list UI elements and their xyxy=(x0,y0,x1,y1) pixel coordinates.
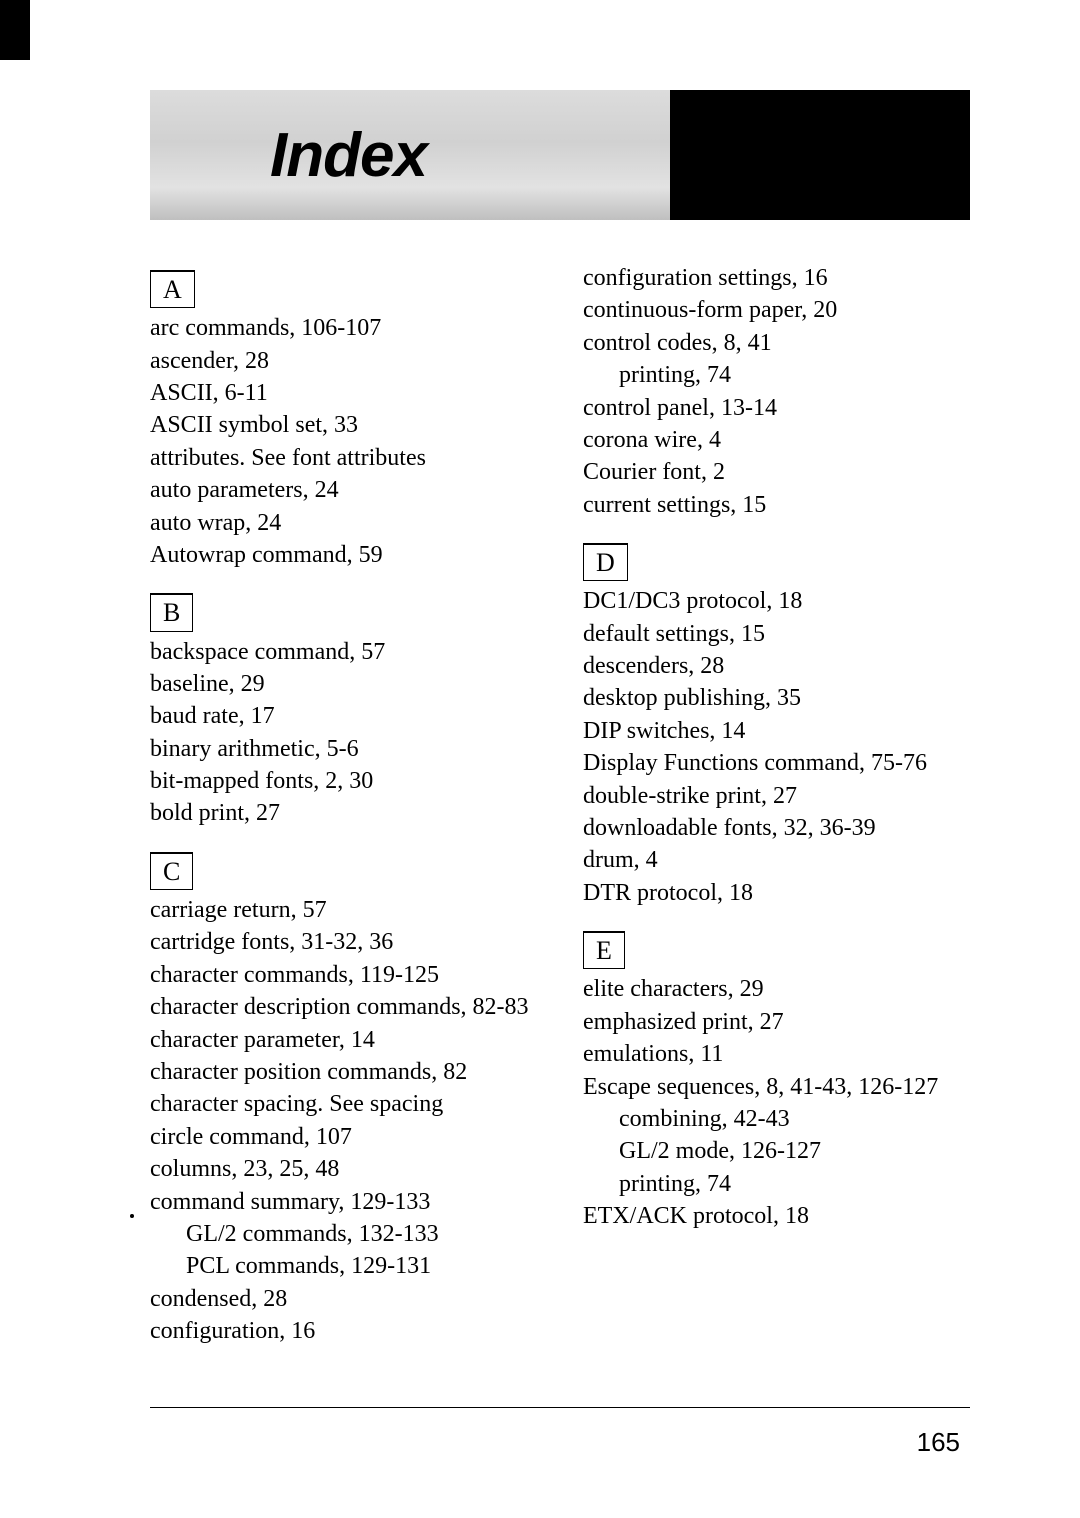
index-entry: character parameter, 14 xyxy=(150,1024,537,1056)
index-page: Index A arc commands, 106-107 ascender, … xyxy=(0,0,1080,1356)
entries-e: elite characters, 29 emphasized print, 2… xyxy=(583,973,970,1232)
title-banner-right xyxy=(670,90,970,220)
letter-heading-e: E xyxy=(583,931,625,969)
index-entry: emphasized print, 27 xyxy=(583,1006,970,1038)
page-number: 165 xyxy=(917,1427,960,1458)
index-entry: character position commands, 82 xyxy=(150,1056,537,1088)
entries-a: arc commands, 106-107 ascender, 28 ASCII… xyxy=(150,312,537,571)
index-entry: Autowrap command, 59 xyxy=(150,539,537,571)
index-entry: Escape sequences, 8, 41-43, 126-127 xyxy=(583,1071,970,1103)
footer-rule xyxy=(150,1407,970,1408)
index-entry: control codes, 8, 41 xyxy=(583,327,970,359)
index-entry: printing, 74 xyxy=(583,1168,970,1200)
index-entry: corona wire, 4 xyxy=(583,424,970,456)
index-entry: drum, 4 xyxy=(583,844,970,876)
title-banner: Index xyxy=(150,90,970,220)
index-entry: backspace command, 57 xyxy=(150,636,537,668)
index-entry: GL/2 mode, 126-127 xyxy=(583,1135,970,1167)
index-entry: baud rate, 17 xyxy=(150,700,537,732)
letter-heading-d: D xyxy=(583,543,628,581)
index-entry: character spacing. See spacing xyxy=(150,1088,537,1120)
index-entry: cartridge fonts, 31-32, 36 xyxy=(150,926,537,958)
scan-artifact-block xyxy=(0,0,30,60)
index-entry: DC1/DC3 protocol, 18 xyxy=(583,585,970,617)
index-entry: desktop publishing, 35 xyxy=(583,682,970,714)
index-entry: character description commands, 82-83 xyxy=(150,991,537,1023)
index-entry: combining, 42-43 xyxy=(583,1103,970,1135)
index-entry: Display Functions command, 75-76 xyxy=(583,747,970,779)
entries-d: DC1/DC3 protocol, 18 default settings, 1… xyxy=(583,585,970,909)
index-entry: attributes. See font attributes xyxy=(150,442,537,474)
index-entry: current settings, 15 xyxy=(583,489,970,521)
index-entry: binary arithmetic, 5-6 xyxy=(150,733,537,765)
index-entry: configuration, 16 xyxy=(150,1315,537,1347)
index-columns: A arc commands, 106-107 ascender, 28 ASC… xyxy=(150,256,970,1356)
entries-c-cont: configuration settings, 16 continuous-fo… xyxy=(583,262,970,521)
index-entry: descenders, 28 xyxy=(583,650,970,682)
index-entry: ASCII symbol set, 33 xyxy=(150,409,537,441)
index-entry: arc commands, 106-107 xyxy=(150,312,537,344)
page-title: Index xyxy=(270,120,427,191)
index-entry: bold print, 27 xyxy=(150,797,537,829)
index-entry: carriage return, 57 xyxy=(150,894,537,926)
index-entry: circle command, 107 xyxy=(150,1121,537,1153)
entries-b: backspace command, 57 baseline, 29 baud … xyxy=(150,636,537,830)
index-entry: DTR protocol, 18 xyxy=(583,877,970,909)
index-entry: auto parameters, 24 xyxy=(150,474,537,506)
index-entry: ASCII, 6-11 xyxy=(150,377,537,409)
index-entry: ETX/ACK protocol, 18 xyxy=(583,1200,970,1232)
left-column: A arc commands, 106-107 ascender, 28 ASC… xyxy=(150,256,537,1356)
index-entry: elite characters, 29 xyxy=(583,973,970,1005)
index-entry: columns, 23, 25, 48 xyxy=(150,1153,537,1185)
index-entry: command summary, 129-133 xyxy=(150,1186,537,1218)
index-entry: GL/2 commands, 132-133 xyxy=(150,1218,537,1250)
title-banner-left: Index xyxy=(150,90,670,220)
index-entry: PCL commands, 129-131 xyxy=(150,1250,537,1282)
index-entry: auto wrap, 24 xyxy=(150,507,537,539)
index-entry: printing, 74 xyxy=(583,359,970,391)
index-entry: downloadable fonts, 32, 36-39 xyxy=(583,812,970,844)
index-entry: continuous-form paper, 20 xyxy=(583,294,970,326)
right-column: configuration settings, 16 continuous-fo… xyxy=(583,256,970,1356)
stray-dot xyxy=(130,1214,134,1218)
letter-heading-a: A xyxy=(150,270,195,308)
index-entry: default settings, 15 xyxy=(583,618,970,650)
index-entry: DIP switches, 14 xyxy=(583,715,970,747)
index-entry: Courier font, 2 xyxy=(583,456,970,488)
index-entry: ascender, 28 xyxy=(150,345,537,377)
index-entry: character commands, 119-125 xyxy=(150,959,537,991)
index-entry: baseline, 29 xyxy=(150,668,537,700)
index-entry: control panel, 13-14 xyxy=(583,392,970,424)
index-entry: emulations, 11 xyxy=(583,1038,970,1070)
index-entry: bit-mapped fonts, 2, 30 xyxy=(150,765,537,797)
index-entry: condensed, 28 xyxy=(150,1283,537,1315)
entries-c: carriage return, 57 cartridge fonts, 31-… xyxy=(150,894,537,1347)
letter-heading-b: B xyxy=(150,593,193,631)
index-entry: double-strike print, 27 xyxy=(583,780,970,812)
index-entry: configuration settings, 16 xyxy=(583,262,970,294)
letter-heading-c: C xyxy=(150,852,193,890)
